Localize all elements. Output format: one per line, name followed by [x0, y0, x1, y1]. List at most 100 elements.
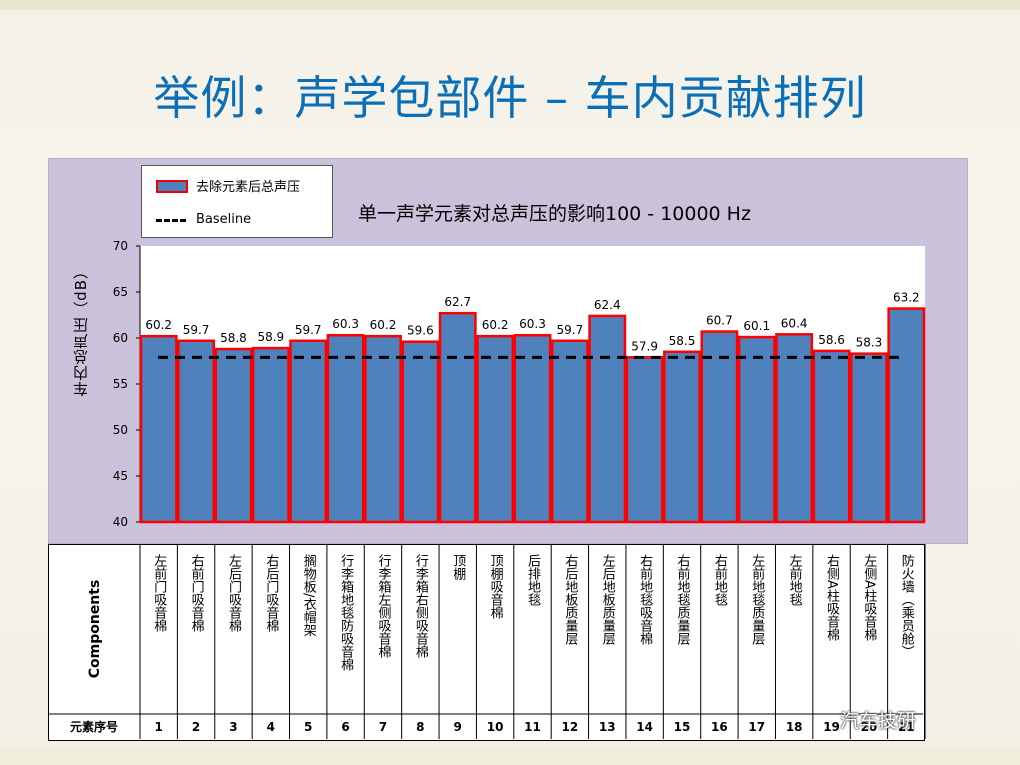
- bar-17: [737, 335, 776, 524]
- bar-1: [139, 334, 178, 524]
- bottom-band: [0, 748, 1020, 765]
- y-tick-label: 40: [113, 515, 128, 529]
- data-label-13: 62.4: [594, 298, 621, 312]
- component-name-11: 后排地毯: [525, 554, 541, 606]
- component-name-6: 行李箱地毯防吸音棉: [338, 554, 354, 671]
- data-label-9: 62.7: [444, 295, 471, 309]
- chart-title: 单一声学元素对总声压的影响100 - 10000 Hz: [358, 203, 751, 225]
- y-tick-label: 70: [113, 239, 128, 253]
- component-name-2: 右前门吸音棉: [189, 554, 205, 632]
- component-name-10: 顶棚吸音棉: [488, 554, 504, 619]
- y-tick-label: 50: [113, 423, 128, 437]
- component-index-16: 16: [711, 720, 728, 734]
- top-band: [0, 0, 1020, 10]
- component-name-4: 右后门吸音棉: [263, 554, 279, 632]
- data-label-16: 60.7: [706, 314, 733, 328]
- component-name-17: 左前地毯质量层: [749, 554, 765, 646]
- data-label-5: 59.7: [295, 323, 322, 337]
- component-name-7: 行李箱左侧吸音棉: [375, 554, 391, 658]
- component-name-18: 左前地毯: [787, 554, 803, 606]
- component-index-14: 14: [636, 720, 653, 734]
- data-label-20: 58.3: [856, 336, 883, 350]
- component-name-13: 左后地板质量层: [600, 554, 616, 646]
- data-label-6: 60.3: [332, 317, 359, 331]
- y-tick-label: 65: [113, 285, 128, 299]
- bar-12: [550, 339, 589, 524]
- component-index-18: 18: [786, 720, 803, 734]
- bar-9: [438, 311, 477, 524]
- bar-15: [663, 350, 701, 524]
- bar-4: [251, 346, 290, 524]
- slide-title: 举例：声学包部件 – 车内贡献排列: [153, 71, 867, 125]
- bar-3: [214, 347, 253, 524]
- data-label-19: 58.6: [818, 333, 845, 347]
- component-name-8: 行李箱右侧吸音棉: [413, 554, 429, 658]
- bar-16: [700, 330, 739, 524]
- component-name-5: 搁物板/衣帽架: [301, 554, 317, 637]
- component-name-14: 右前地毯吸音棉: [637, 554, 653, 645]
- component-index-11: 11: [524, 720, 541, 734]
- bar-20: [849, 352, 888, 524]
- component-index-2: 2: [192, 720, 200, 734]
- data-label-7: 60.2: [370, 318, 397, 332]
- component-index-19: 19: [823, 720, 840, 734]
- component-index-3: 3: [229, 720, 237, 734]
- data-label-10: 60.2: [482, 318, 509, 332]
- component-index-5: 5: [304, 720, 312, 734]
- bar-6: [326, 333, 365, 524]
- component-index-9: 9: [454, 720, 462, 734]
- component-name-19: 右侧A柱吸音棉: [824, 554, 840, 641]
- legend-baseline-label: Baseline: [196, 212, 252, 227]
- bar-14: [625, 356, 664, 524]
- component-index-12: 12: [562, 720, 579, 734]
- data-label-14: 57.9: [631, 339, 658, 353]
- data-label-15: 58.5: [669, 334, 696, 348]
- bar-7: [364, 334, 402, 524]
- data-label-3: 58.8: [220, 331, 247, 345]
- data-label-8: 59.6: [407, 324, 434, 338]
- table-header-components: Components: [87, 580, 103, 679]
- component-index-17: 17: [748, 720, 765, 734]
- watermark: 汽车技研: [840, 710, 917, 732]
- legend: 去除元素后总声压 Baseline: [141, 165, 333, 238]
- component-name-20: 左侧A柱吸音棉: [861, 554, 877, 641]
- data-label-11: 60.3: [519, 317, 546, 331]
- component-index-4: 4: [267, 720, 275, 734]
- legend-baseline-swatch: [156, 219, 186, 222]
- bar-11: [513, 333, 552, 524]
- data-label-2: 59.7: [183, 323, 210, 337]
- data-label-21: 63.2: [893, 291, 920, 305]
- component-index-20: 20: [861, 720, 878, 734]
- data-label-17: 60.1: [743, 319, 770, 333]
- component-index-15: 15: [674, 720, 691, 734]
- component-index-10: 10: [487, 720, 504, 734]
- bar-19: [812, 349, 851, 524]
- component-name-16: 右前地毯: [712, 554, 728, 606]
- component-name-21: 防火墙（乘员舱）: [899, 553, 915, 658]
- bar-8: [401, 340, 440, 524]
- component-index-7: 7: [379, 720, 387, 734]
- component-index-1: 1: [155, 720, 163, 734]
- component-name-3: 左后门吸音棉: [226, 554, 242, 632]
- bar-18: [775, 333, 814, 524]
- data-label-1: 60.2: [145, 318, 172, 332]
- y-tick-label: 60: [113, 331, 128, 345]
- data-label-4: 58.9: [257, 330, 284, 344]
- legend-series-label: 去除元素后总声压: [196, 180, 301, 195]
- bar-21: [887, 307, 926, 524]
- component-index-6: 6: [341, 720, 349, 734]
- component-name-9: 顶棚: [450, 554, 466, 580]
- y-tick-label: 55: [113, 377, 128, 391]
- component-index-13: 13: [599, 720, 616, 734]
- bar-10: [476, 334, 515, 524]
- component-index-21: 21: [898, 720, 915, 734]
- bar-2: [177, 339, 216, 524]
- y-tick-label: 45: [113, 469, 128, 483]
- table-header-index: 元素序号: [70, 719, 118, 734]
- data-label-12: 59.7: [557, 323, 584, 337]
- bar-13: [588, 314, 627, 524]
- component-name-1: 左前门吸音棉: [151, 554, 167, 632]
- component-name-15: 右前地毯质量层: [675, 554, 691, 646]
- data-label-18: 60.4: [781, 316, 808, 330]
